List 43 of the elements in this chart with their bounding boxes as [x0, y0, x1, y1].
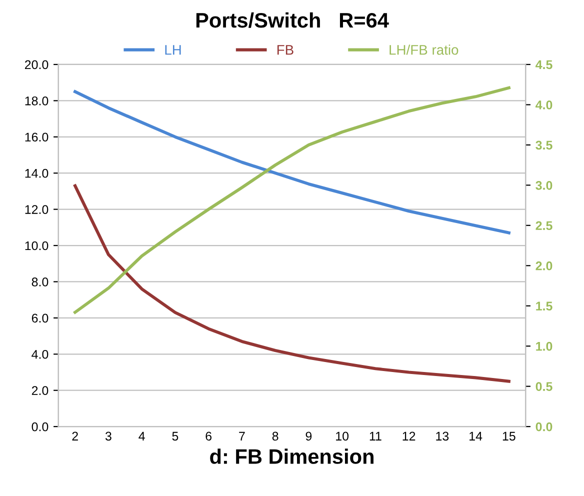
line-series: [74, 184, 510, 383]
x-tick-label: 7: [239, 432, 245, 440]
x-tick-label: 3: [105, 432, 112, 441]
x-tick-label: 10: [336, 432, 349, 441]
x-tick-label: 5: [172, 432, 178, 441]
legend-label: LH/FB ratio: [390, 44, 458, 55]
line-series: [74, 90, 510, 234]
y2-tick-label: 1.0: [536, 342, 552, 351]
y2-tick-label: 1.5: [536, 302, 552, 311]
x-tick-label: 6: [206, 432, 212, 441]
x-tick-label: 13: [436, 432, 449, 441]
x-axis-title: d: FB Dimension: [210, 448, 374, 464]
y-tick-label: 10.0: [25, 241, 48, 250]
y2-tick-label: 2.0: [536, 261, 552, 270]
y-tick-label: 4.0: [32, 350, 48, 359]
y2-tick-label: 3.5: [536, 140, 552, 150]
x-tick-label: 14: [470, 432, 482, 440]
y2-tick-label: 3.0: [536, 180, 552, 190]
y-tick-label: 6.0: [32, 314, 48, 323]
y2-tick-label: 2.5: [536, 221, 552, 230]
y-tick-label: 16.0: [25, 132, 48, 142]
y-tick-label: 18.0: [25, 96, 48, 106]
legend-label: LH: [165, 45, 181, 55]
y-tick-label: 12.0: [25, 205, 48, 214]
y-tick-label: 20.0: [24, 60, 48, 70]
x-tick-label: 2: [72, 432, 78, 440]
y-tick-label: 14.0: [25, 168, 48, 178]
y-tick-label: 8.0: [32, 278, 48, 286]
x-tick-label: 8: [272, 432, 278, 441]
x-tick-label: 15: [502, 432, 516, 441]
x-tick-label: 9: [306, 432, 312, 441]
y-tick-label: 2.0: [32, 386, 48, 396]
x-tick-label: 4: [138, 432, 145, 440]
y2-tick-label: 0.5: [536, 382, 552, 391]
x-tick-label: 11: [370, 432, 382, 440]
y2-tick-label: 4.5: [536, 60, 552, 70]
x-tick-label: 12: [402, 432, 416, 440]
legend-label: FB: [277, 45, 294, 55]
y2-tick-label: 0.0: [536, 422, 552, 432]
line-series: [74, 86, 510, 314]
y-tick-label: 0.0: [32, 422, 48, 432]
y2-tick-label: 4.0: [536, 100, 552, 110]
chart-title: Ports/Switch R=64: [196, 12, 389, 28]
